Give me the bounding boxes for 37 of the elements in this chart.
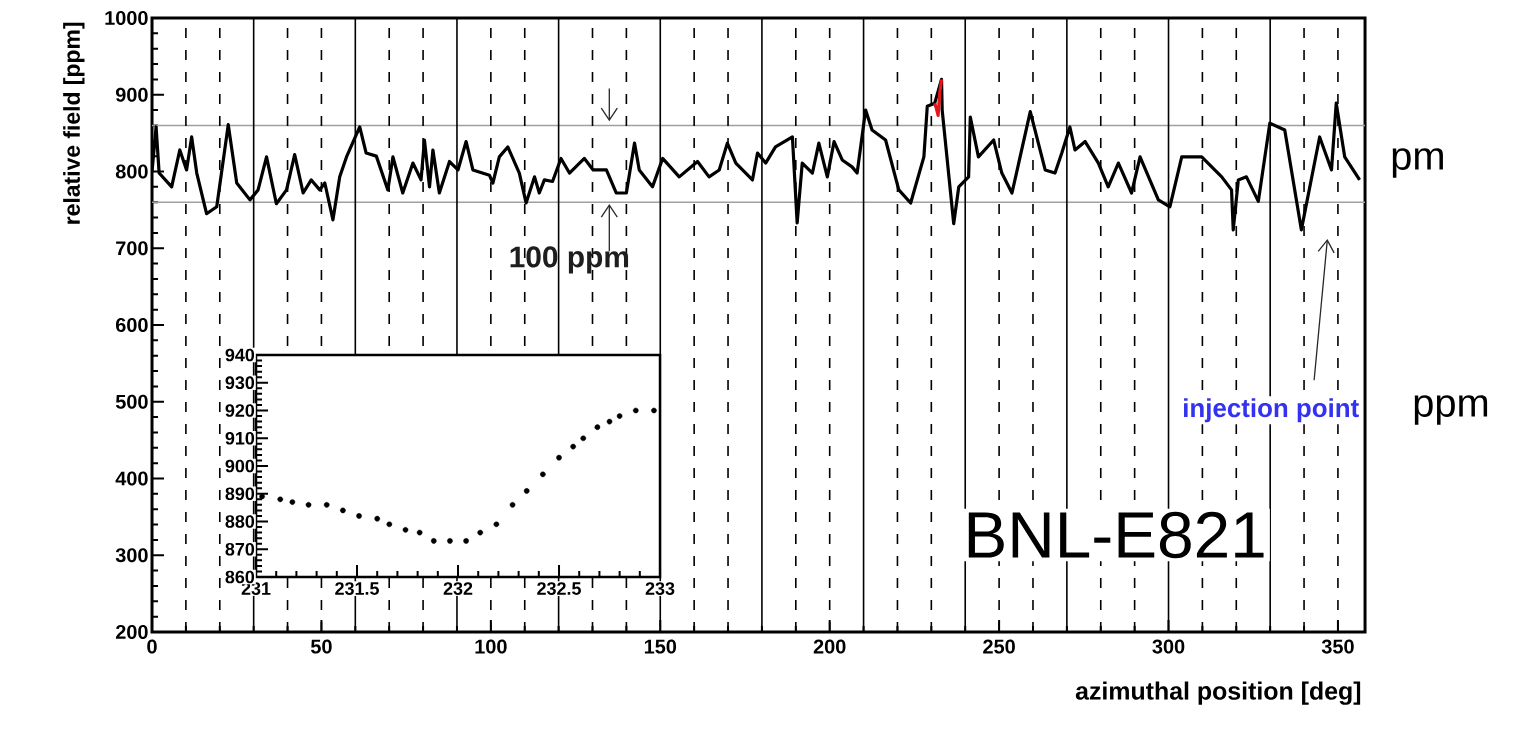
y-tick-label: 920 [225, 404, 255, 417]
x-tick-label: 0 [147, 639, 157, 654]
y-tick-label: 860 [225, 570, 255, 584]
x-tick-label: 231.5 [335, 582, 379, 595]
y-tick-label: 910 [225, 431, 255, 445]
x-tick-label: 200 [813, 639, 846, 654]
y-tick-label: 900 [225, 459, 255, 473]
annotation: BNL-E821 [968, 511, 1264, 559]
x-tick-label: 150 [644, 639, 677, 654]
text: ppm [1414, 395, 1488, 425]
y-tick-label: 200 [115, 624, 148, 640]
annotation: injection point [1184, 398, 1359, 423]
y-tick-label: 400 [115, 471, 148, 486]
y-tick-label: 600 [115, 317, 148, 333]
y-tick-label: 700 [116, 241, 148, 256]
y-tick-label: 890 [225, 487, 255, 501]
y-tick-label: 940 [225, 348, 255, 362]
y-tick-label: 1000 [105, 10, 148, 26]
y-tick-label: 300 [115, 548, 148, 563]
y-tick-label: 500 [115, 394, 148, 409]
y-tick-label: 800 [115, 164, 148, 179]
x-tick-label: 232.5 [537, 582, 581, 595]
x-tick-label: 50 [310, 639, 332, 654]
y-axis-title: relative field [ppm] [63, 22, 85, 224]
x-axis-title: azimuthal position [deg] [1075, 681, 1361, 705]
x-tick-label: 250 [983, 639, 1015, 654]
text: pm [1392, 148, 1443, 178]
y-tick-label: 880 [225, 515, 255, 528]
annotation: 100 ppm [510, 246, 629, 274]
x-tick-label: 350 [1321, 639, 1354, 654]
y-tick-label: 900 [115, 87, 148, 102]
y-tick-label: 930 [225, 376, 255, 390]
x-tick-label: 232 [443, 582, 473, 595]
x-tick-label: 300 [1152, 639, 1185, 654]
y-tick-label: 870 [225, 542, 255, 556]
x-tick-label: 233 [645, 582, 675, 595]
x-tick-label: 100 [475, 639, 507, 654]
